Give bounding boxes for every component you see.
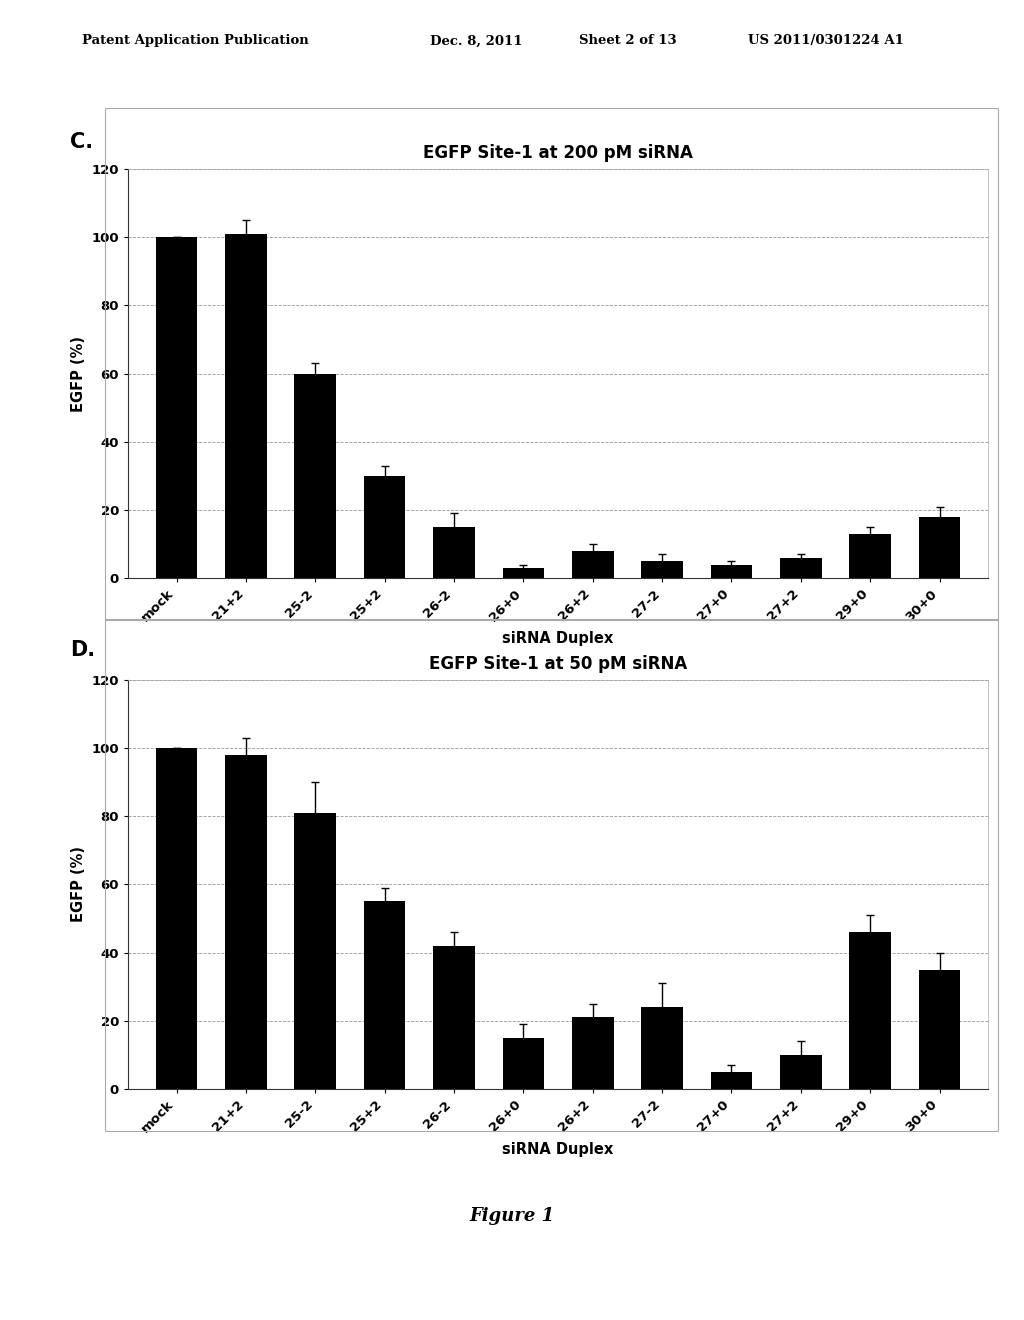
Text: Figure 1: Figure 1	[469, 1206, 555, 1225]
Bar	[225, 234, 266, 578]
Text: US 2011/0301224 A1: US 2011/0301224 A1	[748, 34, 903, 48]
X-axis label: siRNA Duplex: siRNA Duplex	[503, 1142, 613, 1158]
Bar	[780, 1055, 821, 1089]
Bar	[780, 557, 821, 578]
Bar	[641, 561, 683, 578]
Bar	[503, 568, 544, 578]
Text: D.: D.	[70, 640, 95, 660]
Bar	[225, 755, 266, 1089]
Bar	[433, 946, 475, 1089]
Bar	[572, 1018, 613, 1089]
Bar	[156, 238, 198, 578]
Bar	[295, 813, 336, 1089]
Text: Sheet 2 of 13: Sheet 2 of 13	[579, 34, 676, 48]
Title: EGFP Site-1 at 50 pM siRNA: EGFP Site-1 at 50 pM siRNA	[429, 655, 687, 673]
Bar	[711, 565, 753, 578]
Bar	[641, 1007, 683, 1089]
Bar	[850, 533, 891, 578]
Bar	[364, 475, 406, 578]
Text: C.: C.	[70, 132, 93, 152]
Bar	[919, 970, 961, 1089]
Bar	[572, 550, 613, 578]
Y-axis label: EGFP (%): EGFP (%)	[71, 846, 86, 923]
Text: Dec. 8, 2011: Dec. 8, 2011	[430, 34, 522, 48]
Bar	[364, 902, 406, 1089]
Bar	[433, 527, 475, 578]
Bar	[503, 1038, 544, 1089]
X-axis label: siRNA Duplex: siRNA Duplex	[503, 631, 613, 647]
Bar	[295, 374, 336, 578]
Bar	[850, 932, 891, 1089]
Text: Patent Application Publication: Patent Application Publication	[82, 34, 308, 48]
Y-axis label: EGFP (%): EGFP (%)	[71, 335, 86, 412]
Bar	[156, 748, 198, 1089]
Title: EGFP Site-1 at 200 pM siRNA: EGFP Site-1 at 200 pM siRNA	[423, 144, 693, 162]
Bar	[919, 516, 961, 578]
Bar	[711, 1072, 753, 1089]
